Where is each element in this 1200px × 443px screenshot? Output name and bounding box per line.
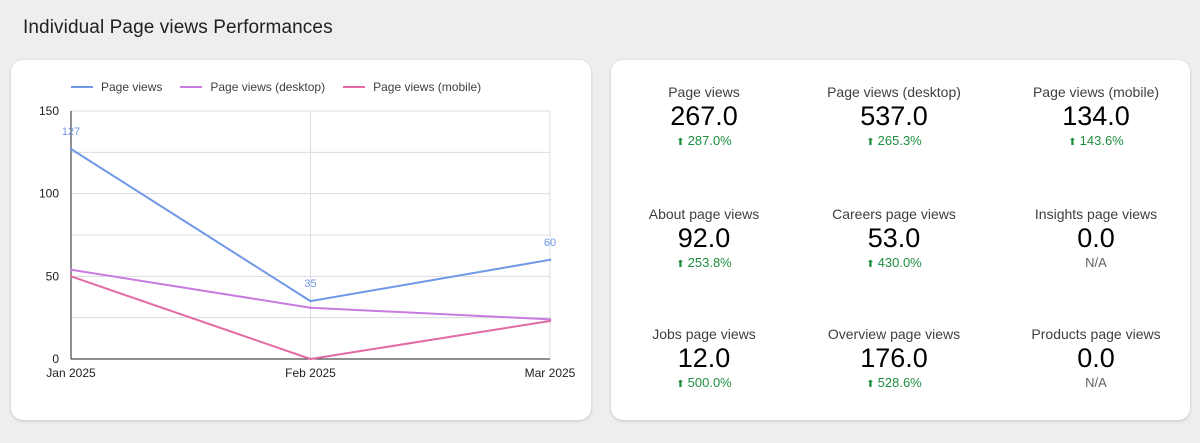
data-point <box>309 357 312 361</box>
kpi-label: Careers page views <box>832 206 956 222</box>
arrow-up-icon: ⬆ <box>1068 137 1077 148</box>
data-point <box>69 147 73 151</box>
line-chart[interactable]: 0 50 100 150 Jan 2025 Feb 2025 Mar 2025 127 35 60 <box>11 60 591 420</box>
kpi-scorecard[interactable]: Jobs page views 12.0 ⬆ 500.0% <box>609 326 799 393</box>
kpi-delta: ⬆ 528.6% <box>799 375 989 393</box>
data-point <box>309 299 312 303</box>
kpi-delta: ⬆ 500.0% <box>609 375 799 393</box>
data-label: 127 <box>62 126 80 138</box>
kpi-value: 134.0 <box>1062 101 1130 131</box>
line-chart-card: Page views Page views (desktop) Page vie… <box>11 60 591 420</box>
arrow-up-icon: ⬆ <box>676 379 685 390</box>
kpi-scorecard[interactable]: Insights page views 0.0 N/A <box>1001 206 1191 271</box>
kpi-delta-text: 143.6% <box>1079 133 1124 148</box>
kpi-label: Overview page views <box>827 326 961 342</box>
kpi-delta: ⬆ 287.0% <box>609 133 799 151</box>
kpi-value: 53.0 <box>867 223 921 253</box>
arrow-up-icon: ⬆ <box>866 259 875 270</box>
kpi-delta-text: 500.0% <box>687 375 732 390</box>
data-label: 60 <box>544 237 556 249</box>
kpi-delta-text: N/A <box>1085 375 1107 390</box>
kpi-delta: ⬆ 253.8% <box>609 255 799 273</box>
data-point <box>69 275 73 278</box>
arrow-up-icon: ⬆ <box>676 259 685 270</box>
y-tick-label: 100 <box>39 187 59 201</box>
y-tick-label: 50 <box>46 269 60 283</box>
kpi-scorecard[interactable]: Page views (desktop) 537.0 ⬆ 265.3% <box>799 84 989 151</box>
kpi-scorecard[interactable]: Overview page views 176.0 ⬆ 528.6% <box>799 326 989 393</box>
x-tick-label: Jan 2025 <box>46 366 96 380</box>
kpi-label: Insights page views <box>1034 206 1158 222</box>
kpi-scorecard[interactable]: Products page views 0.0 N/A <box>1001 326 1191 391</box>
kpi-delta: ⬆ 265.3% <box>799 133 989 151</box>
kpi-label: Page views (desktop) <box>827 84 961 100</box>
kpi-delta: ⬆ 143.6% <box>1001 133 1191 151</box>
kpi-delta-text: 287.0% <box>687 133 732 148</box>
arrow-up-icon: ⬆ <box>676 137 685 148</box>
kpi-delta: ⬆ 430.0% <box>799 255 989 273</box>
legend-item-page-views[interactable]: Page views <box>71 80 162 94</box>
kpi-scorecard[interactable]: Careers page views 53.0 ⬆ 430.0% <box>799 206 989 273</box>
kpi-delta-text: N/A <box>1085 255 1107 270</box>
legend-label: Page views (mobile) <box>373 80 482 94</box>
legend-item-page-views-mobile[interactable]: Page views (mobile) <box>343 80 481 94</box>
data-point <box>548 258 552 261</box>
kpi-delta-text: 265.3% <box>877 133 922 148</box>
data-point <box>69 268 73 271</box>
kpi-value: 176.0 <box>860 343 928 373</box>
kpi-value: 0.0 <box>1077 223 1115 253</box>
page-title: Individual Page views Performances <box>23 17 333 38</box>
kpi-value: 0.0 <box>1077 343 1115 373</box>
y-tick-label: 0 <box>52 352 59 366</box>
kpi-value: 267.0 <box>670 101 738 131</box>
arrow-up-icon: ⬆ <box>866 137 875 148</box>
data-point <box>548 319 552 323</box>
data-label: 35 <box>304 278 316 290</box>
kpi-delta: N/A <box>1001 255 1191 271</box>
x-tick-label: Feb 2025 <box>285 366 336 380</box>
chart-legend[interactable]: Page views Page views (desktop) Page vie… <box>71 80 481 94</box>
legend-swatch-page-views-desktop <box>180 86 203 88</box>
legend-label: Page views <box>101 80 163 94</box>
legend-item-page-views-desktop[interactable]: Page views (desktop) <box>180 80 325 94</box>
data-point <box>309 306 312 309</box>
kpi-delta-text: 528.6% <box>877 375 922 390</box>
kpi-value: 12.0 <box>677 343 731 373</box>
kpi-label: Jobs page views <box>652 326 756 342</box>
kpi-scorecards-card: Page views 267.0 ⬆ 287.0% Page views (deskto… <box>611 60 1190 420</box>
kpi-delta: N/A <box>1001 375 1191 391</box>
kpi-label: About page views <box>648 206 760 222</box>
kpi-label: Page views (mobile) <box>1032 84 1160 100</box>
kpi-value: 537.0 <box>860 101 928 131</box>
y-tick-label: 150 <box>39 104 59 118</box>
legend-label: Page views (desktop) <box>210 80 326 94</box>
kpi-scorecard[interactable]: Page views 267.0 ⬆ 287.0% <box>609 84 799 151</box>
kpi-label: Products page views <box>1031 326 1161 342</box>
legend-swatch-page-views <box>71 86 93 88</box>
kpi-value: 92.0 <box>677 223 731 253</box>
legend-swatch-page-views-mobile <box>343 86 366 88</box>
kpi-delta-text: 253.8% <box>687 255 732 270</box>
x-tick-label: Mar 2025 <box>525 366 576 380</box>
data-point <box>548 318 552 321</box>
kpi-label: Page views <box>668 84 740 100</box>
kpi-scorecard[interactable]: Page views (mobile) 134.0 ⬆ 143.6% <box>1001 84 1191 151</box>
kpi-delta-text: 430.0% <box>877 255 922 270</box>
arrow-up-icon: ⬆ <box>866 379 875 390</box>
kpi-scorecard[interactable]: About page views 92.0 ⬆ 253.8% <box>609 206 799 273</box>
